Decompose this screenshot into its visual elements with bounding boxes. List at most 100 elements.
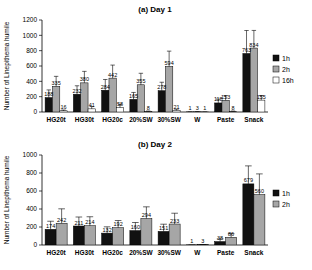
bar — [52, 86, 59, 112]
data-label: 355 — [136, 78, 145, 84]
legend-label: 1h — [282, 190, 290, 197]
bar — [222, 100, 229, 112]
legend-label: 1h — [282, 55, 290, 62]
bar — [173, 110, 180, 112]
error-bar — [203, 111, 207, 112]
y-tick-label: 400 — [26, 78, 37, 85]
bar — [243, 184, 254, 245]
data-label: 232 — [72, 88, 81, 94]
y-tick-label: 1000 — [23, 151, 38, 158]
y-tick — [39, 112, 42, 113]
y-tick — [39, 66, 42, 67]
y-tick-label: 0 — [33, 241, 37, 248]
x-tick-label: HG30t — [75, 249, 95, 256]
y-tick — [39, 227, 42, 228]
bar — [45, 229, 56, 245]
bar — [186, 111, 193, 112]
y-tick-label: 1200 — [23, 16, 38, 23]
bar — [229, 111, 236, 112]
x-tick-label: 20%SW — [129, 116, 153, 123]
title: (a) Day 1 — [138, 5, 172, 14]
data-label: 155 — [257, 94, 266, 100]
data-label: 21 — [173, 104, 179, 110]
error-bar — [189, 244, 196, 245]
y-tick — [39, 155, 42, 156]
bar — [215, 242, 226, 245]
x-tick-label: HG20c — [102, 116, 123, 123]
data-label: 211 — [74, 220, 83, 226]
data-label: 442 — [108, 72, 117, 78]
marks — [45, 166, 265, 245]
panel: (b) Day 2 Number of Linepithema humile 0 20… — [3, 140, 290, 256]
y-tick — [39, 191, 42, 192]
x-tick-label: 30%SW — [157, 116, 181, 123]
y-tick-label: 200 — [26, 93, 37, 100]
bar — [102, 233, 113, 245]
y-tick-label: 600 — [26, 62, 37, 69]
error-bar — [188, 111, 192, 112]
data-label: 132 — [103, 227, 112, 233]
data-label: 192 — [114, 221, 123, 227]
data-label: 763 — [242, 47, 251, 53]
y-tick-label: 200 — [26, 223, 37, 230]
bar — [254, 195, 265, 245]
y-tick-label: 0 — [33, 108, 37, 115]
x-tick-label: Snack — [244, 116, 264, 123]
data-label: 233 — [170, 218, 179, 224]
y-axis-label: Number of Linepithema humile — [3, 155, 11, 244]
y-axis — [42, 155, 43, 245]
data-label: 38 — [217, 235, 223, 241]
data-label: 165 — [129, 93, 138, 99]
y-tick-label: 800 — [26, 47, 37, 54]
bar — [116, 108, 123, 112]
y-axis — [42, 20, 43, 112]
y-tick — [39, 173, 42, 174]
bar — [84, 226, 95, 245]
title: (b) Day 2 — [138, 140, 172, 149]
data-label: 560 — [255, 188, 264, 194]
data-label: 1 — [188, 105, 191, 111]
data-label: 278 — [157, 84, 166, 90]
x-tick-label: 30%SW — [157, 249, 181, 256]
data-label: 3 — [201, 238, 204, 244]
data-label: 58 — [117, 101, 123, 107]
x-tick-label: Snack — [244, 249, 264, 256]
bar — [226, 237, 237, 245]
bar — [186, 244, 197, 245]
x-tick-label: W — [194, 116, 201, 123]
bar — [197, 244, 208, 245]
data-label: 3 — [196, 105, 199, 111]
y-tick — [39, 96, 42, 97]
bar — [158, 91, 165, 112]
data-label: 380 — [80, 76, 89, 82]
bar — [158, 231, 169, 245]
y-tick-label: 400 — [26, 205, 37, 212]
data-label: 8 — [231, 105, 234, 111]
x-tick-label: HG20t — [47, 249, 67, 256]
bar — [73, 94, 80, 112]
y-tick — [39, 81, 42, 82]
bar — [194, 111, 201, 112]
x-tick-label: Paste — [217, 116, 235, 123]
x-tick-label: Paste — [217, 249, 235, 256]
bar — [102, 90, 109, 112]
data-label: 8 — [147, 105, 150, 111]
y-tick-label: 800 — [26, 169, 37, 176]
legend-label: 2h — [282, 66, 290, 73]
data-label: 242 — [57, 217, 66, 223]
bar — [243, 54, 250, 112]
bar — [113, 228, 124, 245]
data-label: 1 — [203, 105, 206, 111]
data-label: 594 — [165, 60, 174, 66]
bar — [45, 98, 52, 112]
y-tick-label: 600 — [26, 187, 37, 194]
legend-swatch — [273, 55, 279, 61]
data-label: 188 — [44, 91, 53, 97]
bar — [169, 224, 180, 245]
data-label: 86 — [228, 231, 234, 237]
bar — [258, 100, 265, 112]
x-tick-label: 20%SW — [129, 249, 153, 256]
bar — [141, 219, 152, 245]
bar — [88, 109, 95, 112]
bar — [130, 231, 141, 245]
